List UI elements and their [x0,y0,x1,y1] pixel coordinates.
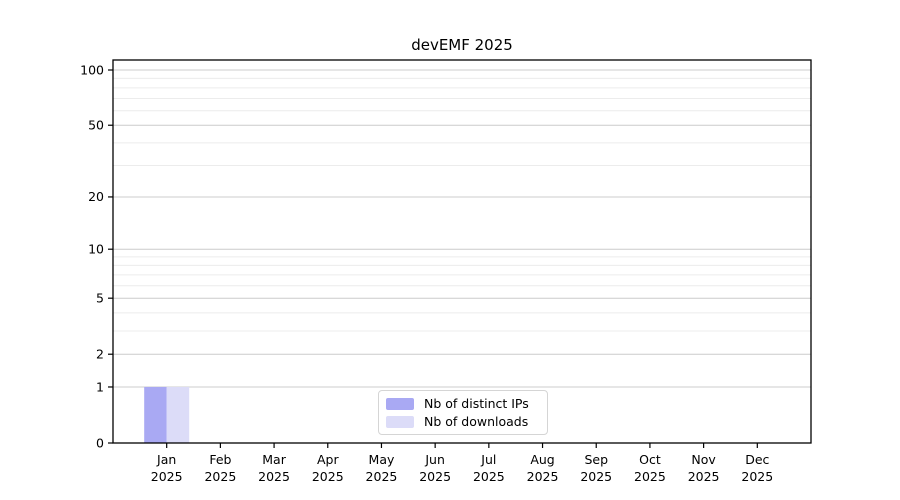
bar-downloads-jan [166,386,190,443]
svg-text:2025: 2025 [473,469,505,484]
svg-text:2: 2 [96,347,104,362]
svg-text:Jan: Jan [156,452,176,467]
svg-text:Jun: Jun [424,452,445,467]
svg-text:Apr: Apr [317,452,339,467]
svg-text:Mar: Mar [262,452,286,467]
svg-text:2025: 2025 [741,469,773,484]
svg-text:2025: 2025 [580,469,612,484]
svg-text:Dec: Dec [745,452,769,467]
svg-text:2025: 2025 [527,469,559,484]
svg-text:2025: 2025 [258,469,290,484]
legend-item-downloads: Nb of downloads [386,414,539,429]
svg-text:2025: 2025 [312,469,344,484]
y-minor-gridlines [113,77,811,332]
legend: Nb of distinct IPs Nb of downloads [378,390,548,435]
svg-text:Sep: Sep [584,452,608,467]
svg-text:May: May [369,452,395,467]
svg-text:10: 10 [88,241,104,256]
svg-text:20: 20 [88,189,104,204]
bar-distinct-ips-jan [144,386,167,443]
svg-text:2025: 2025 [688,469,720,484]
legend-swatch-downloads [386,415,414,428]
plot-border [112,59,812,444]
svg-text:0: 0 [96,435,104,450]
y-axis-ticks: 0 1 2 5 10 20 50 100 [80,62,113,450]
svg-text:Feb: Feb [209,452,231,467]
svg-text:2025: 2025 [634,469,666,484]
legend-label-distinct-ips: Nb of distinct IPs [424,396,529,411]
legend-swatch-distinct-ips [386,397,414,410]
x-axis-ticks: Jan 2025 Feb 2025 Mar 2025 Apr 2025 May 2025 Jun 20… [151,443,773,484]
svg-text:Jul: Jul [480,452,496,467]
legend-label-downloads: Nb of downloads [424,414,529,429]
svg-text:Oct: Oct [639,452,661,467]
svg-text:Nov: Nov [691,452,716,467]
svg-text:Aug: Aug [530,452,554,467]
y-major-gridlines [113,69,811,388]
svg-text:2025: 2025 [419,469,451,484]
svg-text:1: 1 [96,379,104,394]
svg-text:50: 50 [88,118,104,133]
chart-title: devEMF 2025 [411,36,513,54]
svg-text:2025: 2025 [366,469,398,484]
svg-text:5: 5 [96,290,104,305]
svg-text:2025: 2025 [204,469,236,484]
svg-text:100: 100 [80,62,104,77]
bars [144,386,190,443]
svg-text:2025: 2025 [151,469,183,484]
legend-item-distinct-ips: Nb of distinct IPs [386,396,539,411]
